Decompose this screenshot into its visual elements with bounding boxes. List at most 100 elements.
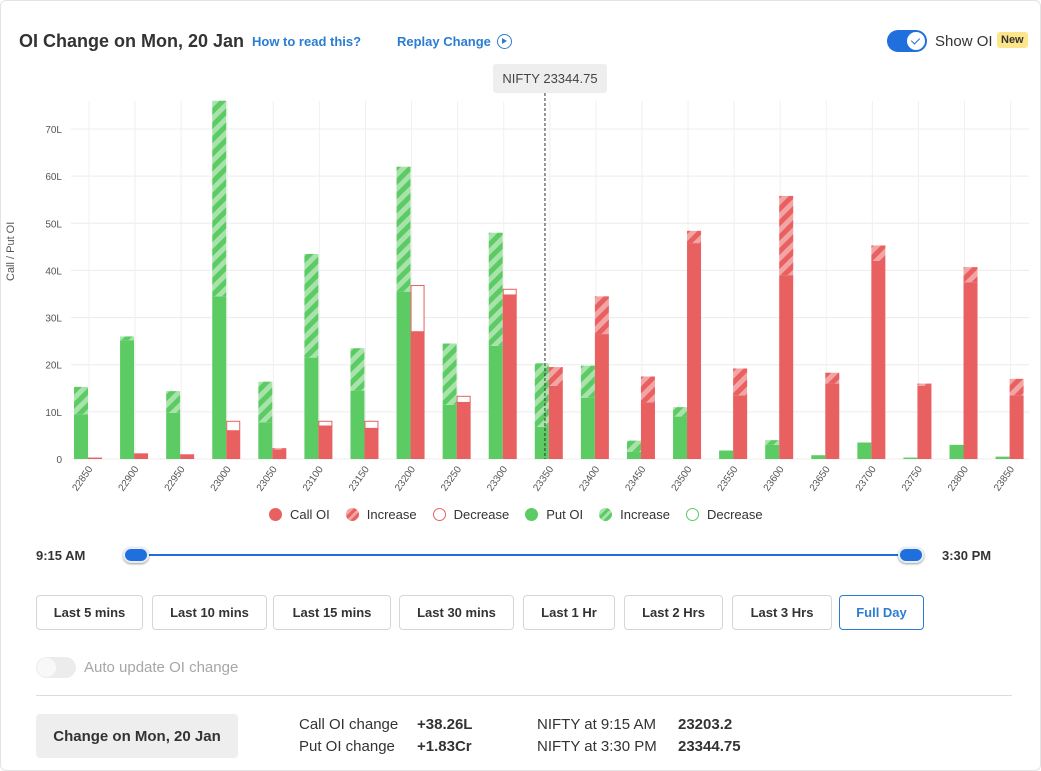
legend-item-call-increase: Increase (345, 507, 417, 522)
range-button-last-2-hrs[interactable]: Last 2 Hrs (624, 595, 723, 630)
oi-bar-chart: 0 10L 20L 30L 40L 50L 60L 70L 22850 22900 22950 230… (45, 93, 1029, 494)
x-tick-label: 22850 (70, 464, 95, 493)
call-oi-bar (1009, 395, 1024, 459)
call-increase-bar (594, 296, 609, 335)
range-button-last-3-hrs[interactable]: Last 3 Hrs (732, 595, 832, 630)
x-tick-label: 23600 (762, 464, 787, 493)
put-oi-bar (442, 404, 457, 459)
put-increase-bar (258, 381, 273, 423)
y-tick-label: 70L (45, 125, 62, 136)
auto-update-label: Auto update OI change (84, 659, 239, 676)
call-oi-bar (594, 334, 609, 459)
x-tick-label: 23350 (531, 464, 556, 493)
put-oi-bar (534, 426, 549, 459)
x-tick-label: 23300 (485, 464, 510, 493)
slider-end-handle[interactable] (898, 547, 924, 563)
x-tick-label: 23450 (623, 464, 648, 493)
legend-label: Increase (366, 507, 417, 522)
legend-item-put-decrease: Decrease (685, 507, 763, 522)
range-button-last-5-mins[interactable]: Last 5 mins (36, 595, 143, 630)
x-tick-label: 23050 (255, 464, 280, 493)
nifty-start-label: NIFTY at 9:15 AM (537, 716, 656, 733)
show-oi-toggle[interactable] (887, 30, 927, 52)
nifty-start-value: 23203.2 (678, 716, 733, 733)
slider-end-time: 3:30 PM (942, 548, 992, 563)
put-increase-bar (350, 348, 365, 391)
replay-change-label: Replay Change (397, 34, 491, 49)
change-on-date-button[interactable]: Change on Mon, 20 Jan (36, 714, 238, 758)
x-tick-label: 23100 (301, 464, 326, 493)
legend-label: Put OI (546, 507, 584, 522)
put-oi-bar (120, 340, 135, 459)
y-tick-label: 30L (45, 314, 62, 325)
replay-change-link[interactable]: Replay Change (397, 34, 512, 49)
call-increase-bar (1009, 378, 1024, 396)
slider-start-handle[interactable] (123, 547, 149, 563)
x-tick-label: 23500 (670, 464, 695, 493)
put-oi-bar (811, 455, 826, 459)
put-increase-bar (673, 407, 688, 417)
call-oi-bar (318, 426, 333, 459)
time-slider-track[interactable] (137, 554, 911, 556)
call-oi-bar (134, 453, 149, 459)
call-increase-bar (687, 230, 702, 244)
put-oi-bar (580, 397, 595, 459)
call-increase-bar (640, 376, 655, 403)
call-oi-bar (917, 385, 932, 459)
call-oi-bar (963, 282, 978, 459)
y-tick-label: 40L (45, 266, 62, 277)
put-oi-bar (765, 444, 780, 459)
legend-label: Increase (620, 507, 670, 522)
put-increase-bar (120, 336, 135, 341)
auto-update-toggle[interactable] (36, 657, 76, 678)
slider-start-time: 9:15 AM (36, 548, 86, 563)
put-oi-change-value: +1.83Cr (417, 738, 472, 755)
put-oi-bar (949, 444, 964, 459)
put-oi-bar (258, 422, 273, 459)
call-oi-bar (687, 243, 702, 459)
call-oi-bar (502, 294, 517, 459)
put-oi-bar (903, 457, 918, 459)
call-increase-bar (825, 372, 840, 384)
range-button-last-10-mins[interactable]: Last 10 mins (152, 595, 267, 630)
chart-legend: Call OI Increase Decrease Put OI Increase Dec… (269, 507, 779, 522)
put-increase-bar (442, 343, 457, 405)
put-increase-bar (580, 365, 595, 398)
divider (36, 695, 1012, 696)
x-tick-label: 23850 (992, 464, 1017, 493)
x-tick-label: 23000 (209, 464, 234, 493)
x-tick-label: 22950 (163, 464, 188, 493)
x-tick-label: 23200 (393, 464, 418, 493)
legend-swatch-icon (345, 508, 359, 521)
put-oi-bar (857, 442, 872, 459)
x-tick-label: 22900 (117, 464, 142, 493)
range-button-last-30-mins[interactable]: Last 30 mins (399, 595, 514, 630)
put-increase-bar (166, 391, 181, 413)
legend-item-call-solid: Call OI (269, 507, 330, 522)
x-tick-label: 23550 (716, 464, 741, 493)
legend-item-put-solid: Put OI (525, 507, 583, 522)
x-tick-label: 23750 (900, 464, 925, 493)
legend-label: Decrease (453, 507, 510, 522)
y-tick-label: 60L (45, 172, 62, 183)
call-increase-bar (548, 367, 563, 386)
legend-label: Call OI (290, 507, 330, 522)
range-button-last-15-mins[interactable]: Last 15 mins (273, 595, 391, 630)
new-badge: New (997, 32, 1028, 48)
call-decrease-bar (318, 420, 333, 427)
put-increase-bar (304, 253, 319, 358)
call-oi-bar (825, 383, 840, 459)
put-oi-bar (488, 345, 503, 459)
call-oi-bar (733, 395, 748, 459)
how-to-read-link[interactable]: How to read this? (252, 34, 362, 49)
call-increase-bar (733, 368, 748, 396)
put-increase-bar (488, 232, 503, 346)
put-increase-bar (765, 440, 780, 445)
call-oi-bar (548, 385, 563, 459)
range-button-full-day[interactable]: Full Day (839, 595, 924, 630)
check-icon (907, 32, 925, 50)
nifty-end-label: NIFTY at 3:30 PM (537, 738, 657, 755)
legend-swatch-icon (432, 508, 446, 521)
range-button-last-1-hr[interactable]: Last 1 Hr (523, 595, 615, 630)
